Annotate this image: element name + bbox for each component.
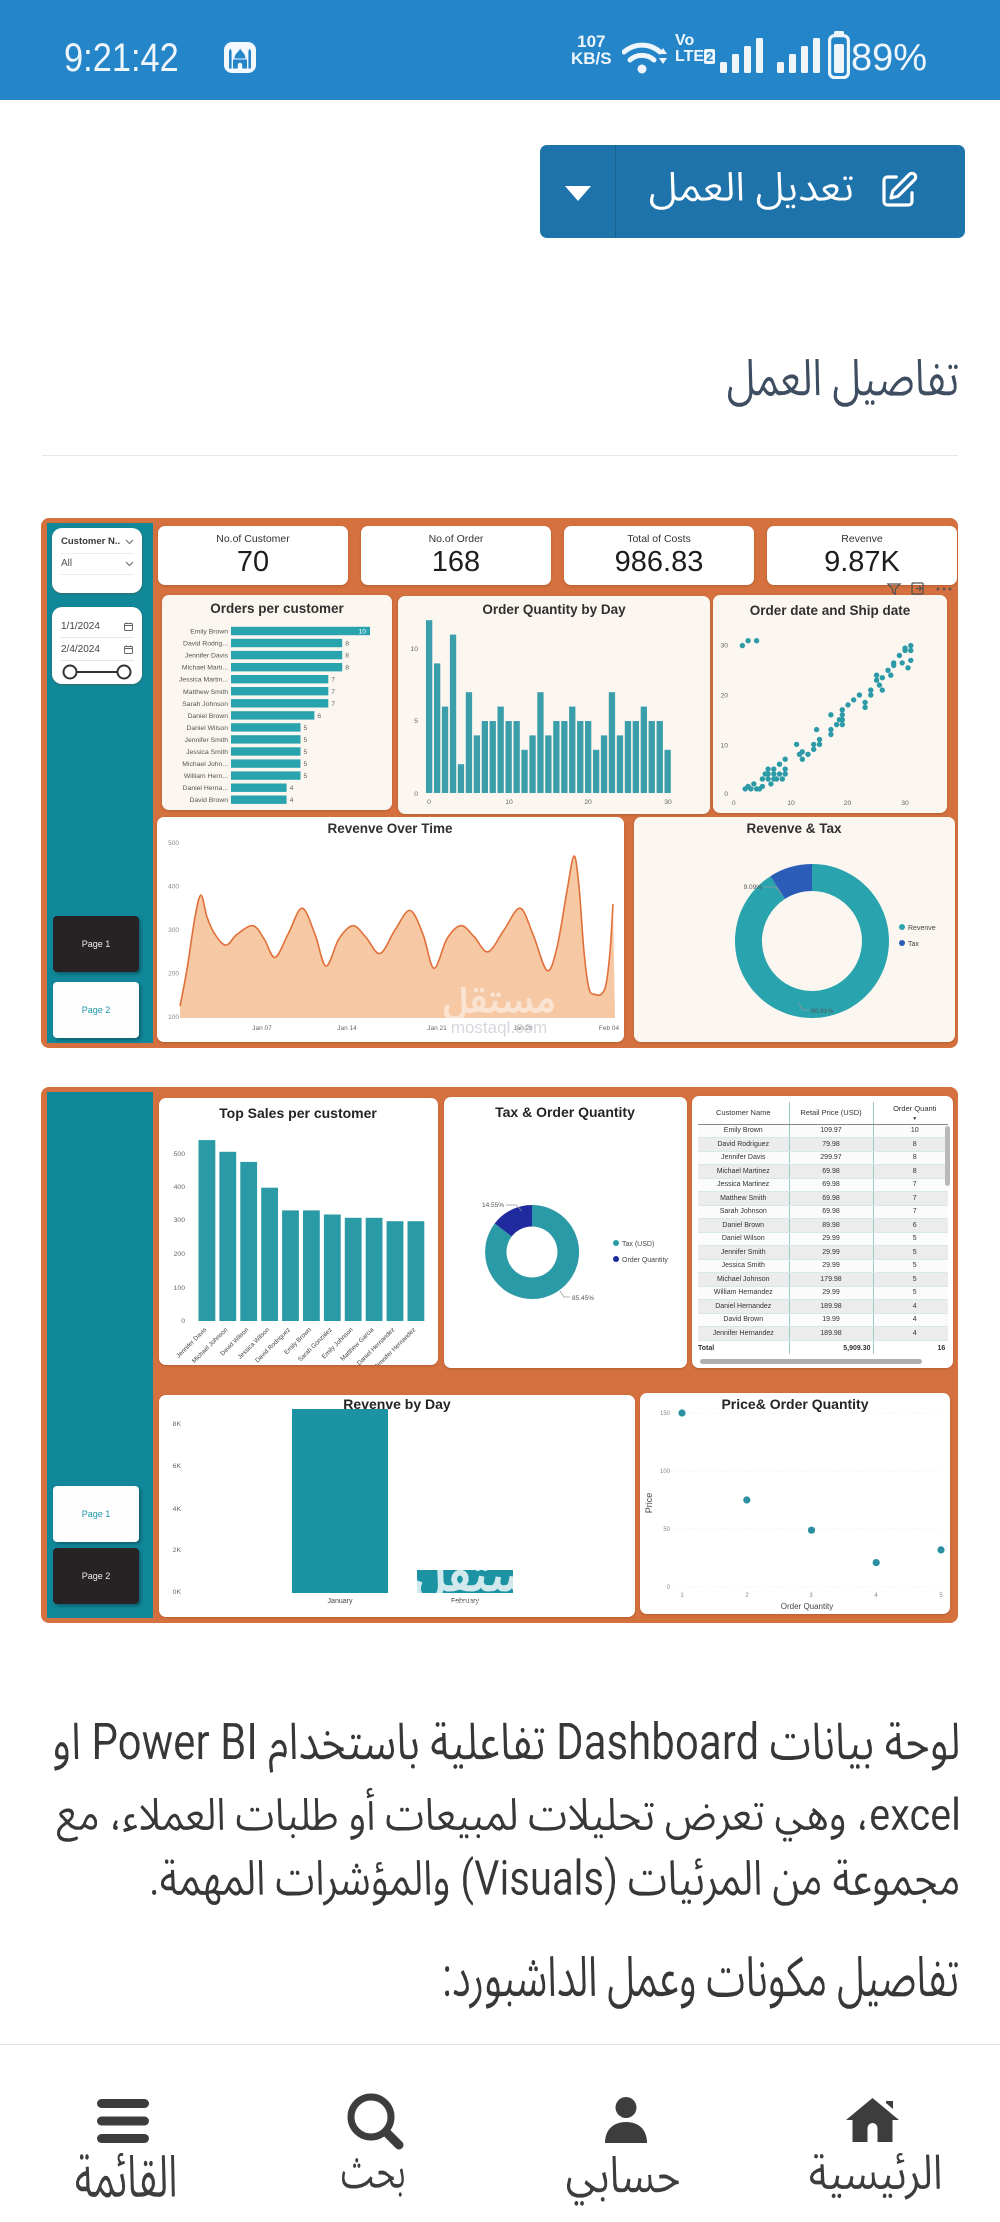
svg-text:10: 10 (505, 799, 513, 806)
svg-text:85.45%: 85.45% (572, 1295, 594, 1302)
svg-text:David Brown: David Brown (189, 797, 228, 804)
svg-text:Revenve by Day: Revenve by Day (343, 1396, 451, 1412)
svg-text:5: 5 (414, 718, 418, 725)
svg-text:30: 30 (901, 800, 909, 807)
svg-text:200: 200 (174, 1251, 186, 1258)
svg-text:0: 0 (724, 791, 728, 798)
svg-text:1: 1 (680, 1593, 684, 1599)
svg-text:5: 5 (304, 761, 308, 768)
svg-text:20: 20 (720, 693, 728, 700)
svg-text:400: 400 (174, 1184, 186, 1191)
svg-text:Orders per customer: Orders per customer (210, 601, 344, 616)
svg-text:Daniel Wilson: Daniel Wilson (186, 725, 228, 732)
svg-text:2K: 2K (173, 1547, 182, 1554)
svg-text:0: 0 (427, 799, 431, 806)
svg-text:100: 100 (660, 1469, 671, 1475)
svg-text:Jan 21: Jan 21 (427, 1025, 447, 1032)
svg-text:90.91%: 90.91% (811, 1008, 833, 1015)
svg-text:Revenve Over Time: Revenve Over Time (327, 821, 453, 836)
svg-text:David Rodrig...: David Rodrig... (183, 641, 228, 648)
svg-text:5: 5 (304, 773, 308, 780)
svg-text:14.55%: 14.55% (482, 1202, 504, 1209)
svg-text:2: 2 (745, 1593, 749, 1599)
svg-text:4: 4 (874, 1593, 878, 1599)
svg-text:6K: 6K (173, 1463, 182, 1470)
svg-text:5: 5 (939, 1593, 943, 1599)
svg-text:Daniel Herna...: Daniel Herna... (183, 785, 228, 792)
svg-text:Order Quantity: Order Quantity (622, 1257, 668, 1264)
svg-text:100: 100 (174, 1285, 186, 1292)
svg-text:10: 10 (410, 646, 418, 653)
svg-text:10: 10 (358, 629, 366, 636)
svg-text:7: 7 (331, 701, 335, 708)
svg-text:Revenve: Revenve (908, 925, 936, 932)
svg-text:20: 20 (584, 799, 592, 806)
svg-text:4K: 4K (173, 1506, 182, 1513)
svg-text:Matthew Smith: Matthew Smith (183, 689, 228, 696)
svg-text:Feb 04: Feb 04 (599, 1025, 620, 1032)
svg-text:Jennifer Smith: Jennifer Smith (185, 737, 229, 744)
svg-text:Jessica Martin...: Jessica Martin... (179, 677, 228, 684)
svg-text:Order date and Ship date: Order date and Ship date (750, 603, 911, 618)
svg-text:Jessica Smith: Jessica Smith (186, 749, 228, 756)
svg-text:500: 500 (174, 1151, 186, 1158)
svg-text:Jennifer Davis: Jennifer Davis (185, 653, 229, 660)
svg-text:5: 5 (304, 737, 308, 744)
svg-text:5: 5 (304, 725, 308, 732)
svg-text:Emily Brown: Emily Brown (190, 629, 228, 636)
svg-text:30: 30 (664, 799, 672, 806)
svg-text:Daniel Hernandez: Daniel Hernandez (356, 1326, 397, 1365)
svg-text:Revenve & Tax: Revenve & Tax (746, 821, 842, 836)
svg-text:3: 3 (809, 1593, 813, 1599)
svg-text:January: January (328, 1598, 353, 1605)
svg-text:8K: 8K (173, 1421, 182, 1428)
svg-text:Jan 28: Jan 28 (513, 1025, 533, 1032)
svg-text:Tax & Order Quantity: Tax & Order Quantity (495, 1104, 635, 1120)
svg-text:Michael John...: Michael John... (182, 761, 228, 768)
svg-text:Michael Marti...: Michael Marti... (182, 665, 228, 672)
svg-text:Top Sales per customer: Top Sales per customer (219, 1105, 377, 1121)
svg-text:8: 8 (345, 665, 349, 672)
svg-text:4: 4 (290, 785, 294, 792)
svg-text:5: 5 (304, 749, 308, 756)
svg-text:30: 30 (720, 643, 728, 650)
svg-text:Price& Order Quantity: Price& Order Quantity (721, 1396, 868, 1412)
svg-text:0: 0 (414, 791, 418, 798)
svg-text:400: 400 (168, 884, 179, 891)
svg-text:4: 4 (290, 797, 294, 804)
svg-text:0: 0 (667, 1585, 671, 1591)
svg-text:Tax (USD): Tax (USD) (622, 1241, 654, 1248)
svg-text:300: 300 (174, 1217, 186, 1224)
svg-text:7: 7 (331, 689, 335, 696)
svg-text:0: 0 (732, 800, 736, 807)
svg-text:William Hern...: William Hern... (184, 773, 228, 780)
svg-text:Tax: Tax (908, 941, 919, 948)
svg-text:8: 8 (345, 641, 349, 648)
svg-text:Daniel Brown: Daniel Brown (188, 713, 229, 720)
svg-text:Sarah Johnson: Sarah Johnson (182, 701, 228, 708)
svg-text:7: 7 (331, 677, 335, 684)
svg-text:February: February (451, 1598, 480, 1605)
svg-text:Order Quantity by Day: Order Quantity by Day (482, 602, 626, 617)
svg-text:100: 100 (168, 1014, 179, 1021)
svg-text:Jan 07: Jan 07 (252, 1025, 272, 1032)
svg-text:6: 6 (317, 713, 321, 720)
svg-text:150: 150 (660, 1411, 671, 1417)
svg-text:20: 20 (844, 800, 852, 807)
svg-text:Order Quantity: Order Quantity (781, 1602, 833, 1611)
svg-text:8: 8 (345, 653, 349, 660)
svg-text:9.09%: 9.09% (744, 884, 763, 891)
svg-text:300: 300 (168, 927, 179, 934)
svg-text:50: 50 (663, 1527, 670, 1533)
svg-text:Jan 14: Jan 14 (337, 1025, 357, 1032)
svg-text:200: 200 (168, 971, 179, 978)
svg-text:Price: Price (644, 1493, 654, 1514)
svg-text:500: 500 (168, 840, 179, 847)
svg-text:10: 10 (787, 800, 795, 807)
svg-text:10: 10 (720, 743, 728, 750)
svg-text:0K: 0K (173, 1589, 182, 1596)
svg-text:0: 0 (181, 1318, 185, 1325)
